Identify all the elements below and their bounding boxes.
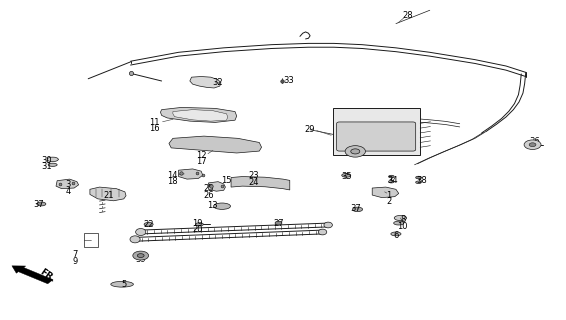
- Bar: [333, 108, 420, 155]
- Polygon shape: [372, 187, 398, 197]
- Ellipse shape: [130, 236, 140, 243]
- Text: 22: 22: [143, 220, 154, 229]
- Text: 18: 18: [167, 177, 178, 186]
- Text: 20: 20: [192, 225, 203, 234]
- Circle shape: [529, 143, 536, 147]
- Text: 15: 15: [221, 176, 232, 185]
- Circle shape: [133, 251, 149, 260]
- Ellipse shape: [318, 229, 327, 235]
- Circle shape: [345, 146, 366, 157]
- Ellipse shape: [324, 222, 332, 228]
- Polygon shape: [231, 177, 290, 190]
- Text: 9: 9: [72, 257, 78, 266]
- Text: 8: 8: [400, 215, 405, 224]
- Text: 14: 14: [167, 171, 178, 180]
- Circle shape: [275, 221, 282, 225]
- Ellipse shape: [415, 181, 421, 184]
- Ellipse shape: [37, 202, 46, 206]
- Text: 25: 25: [203, 184, 214, 193]
- Circle shape: [524, 140, 541, 149]
- Polygon shape: [190, 76, 221, 88]
- Ellipse shape: [389, 180, 395, 183]
- Text: 37: 37: [350, 204, 361, 213]
- Text: 30: 30: [42, 156, 52, 164]
- Text: 21: 21: [104, 190, 114, 200]
- Text: 33: 33: [283, 76, 294, 85]
- Ellipse shape: [144, 222, 153, 226]
- Text: 28: 28: [402, 11, 413, 20]
- Text: 16: 16: [149, 124, 160, 133]
- Ellipse shape: [47, 157, 58, 162]
- Polygon shape: [173, 110, 228, 121]
- Text: 26: 26: [203, 190, 214, 200]
- Text: 27: 27: [273, 219, 284, 228]
- Text: 37: 37: [34, 200, 45, 209]
- Text: 19: 19: [192, 219, 203, 228]
- Ellipse shape: [389, 175, 395, 178]
- Text: 17: 17: [196, 157, 207, 166]
- Polygon shape: [178, 169, 203, 179]
- Text: 4: 4: [66, 187, 71, 196]
- Polygon shape: [56, 179, 79, 189]
- Text: 23: 23: [248, 172, 259, 180]
- Polygon shape: [169, 136, 261, 153]
- Text: 1: 1: [387, 190, 392, 200]
- FancyArrow shape: [12, 266, 53, 284]
- Text: 24: 24: [248, 178, 259, 187]
- Ellipse shape: [391, 232, 401, 236]
- Circle shape: [138, 254, 144, 258]
- Polygon shape: [90, 187, 126, 201]
- Ellipse shape: [111, 281, 134, 287]
- Ellipse shape: [394, 221, 404, 225]
- Text: 36: 36: [529, 137, 540, 146]
- Ellipse shape: [195, 223, 203, 226]
- Text: 12: 12: [196, 151, 207, 160]
- Ellipse shape: [415, 176, 421, 179]
- Text: 32: 32: [213, 78, 224, 87]
- Text: 39: 39: [135, 255, 146, 264]
- Ellipse shape: [353, 207, 363, 212]
- Text: 38: 38: [416, 176, 427, 185]
- FancyBboxPatch shape: [337, 122, 415, 151]
- Text: 2: 2: [387, 197, 392, 206]
- Text: 31: 31: [42, 162, 52, 171]
- Ellipse shape: [342, 173, 351, 177]
- Text: 10: 10: [397, 222, 408, 231]
- Ellipse shape: [395, 215, 406, 220]
- Polygon shape: [208, 182, 225, 191]
- Polygon shape: [161, 108, 237, 123]
- Text: 13: 13: [207, 201, 218, 210]
- Bar: [84, 233, 98, 247]
- Ellipse shape: [213, 203, 230, 209]
- Text: 7: 7: [72, 251, 78, 260]
- Circle shape: [351, 149, 360, 154]
- Text: 35: 35: [341, 172, 351, 181]
- Ellipse shape: [136, 228, 146, 236]
- Text: 29: 29: [305, 125, 315, 134]
- Text: FR.: FR.: [38, 267, 57, 284]
- Text: 5: 5: [121, 280, 126, 289]
- Text: 6: 6: [393, 231, 398, 240]
- Text: 11: 11: [149, 118, 160, 127]
- Text: 3: 3: [66, 180, 71, 189]
- Ellipse shape: [48, 163, 57, 166]
- Text: 34: 34: [388, 176, 398, 185]
